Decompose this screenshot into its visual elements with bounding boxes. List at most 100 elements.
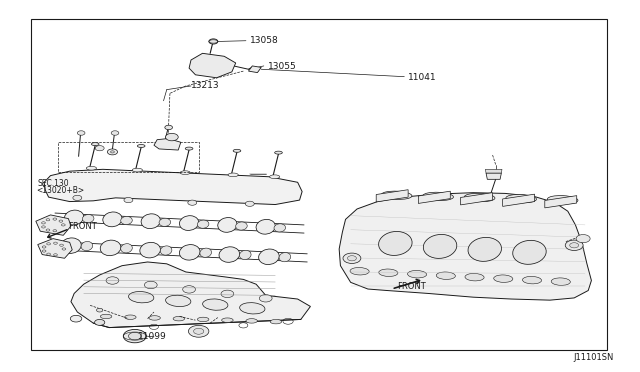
Ellipse shape	[270, 320, 282, 324]
Ellipse shape	[465, 193, 495, 202]
Polygon shape	[248, 66, 261, 73]
Ellipse shape	[219, 247, 239, 262]
Circle shape	[182, 286, 195, 293]
Ellipse shape	[279, 253, 291, 262]
Ellipse shape	[551, 278, 570, 285]
Ellipse shape	[493, 275, 513, 282]
Ellipse shape	[159, 218, 171, 227]
Ellipse shape	[381, 191, 412, 199]
Ellipse shape	[468, 237, 502, 262]
Circle shape	[124, 198, 133, 203]
Polygon shape	[502, 194, 534, 206]
Ellipse shape	[100, 240, 121, 256]
Circle shape	[42, 222, 45, 224]
Ellipse shape	[513, 240, 546, 264]
Text: J11101SN: J11101SN	[573, 353, 614, 362]
Ellipse shape	[100, 314, 112, 319]
Circle shape	[343, 253, 361, 263]
Ellipse shape	[256, 219, 275, 234]
Ellipse shape	[236, 222, 247, 230]
Circle shape	[59, 220, 63, 222]
Ellipse shape	[228, 173, 238, 177]
Circle shape	[47, 253, 51, 255]
Circle shape	[70, 315, 82, 322]
Circle shape	[188, 326, 209, 337]
Circle shape	[53, 230, 57, 232]
Circle shape	[53, 218, 57, 220]
Ellipse shape	[197, 220, 209, 228]
Polygon shape	[44, 169, 302, 205]
Circle shape	[108, 149, 118, 155]
Circle shape	[77, 131, 85, 135]
Circle shape	[60, 244, 63, 246]
Ellipse shape	[350, 267, 369, 275]
Ellipse shape	[185, 147, 193, 150]
Ellipse shape	[221, 318, 233, 323]
Polygon shape	[376, 190, 408, 202]
Ellipse shape	[436, 272, 456, 279]
Circle shape	[259, 295, 272, 302]
Circle shape	[145, 281, 157, 289]
Ellipse shape	[92, 142, 99, 145]
Circle shape	[111, 151, 115, 153]
Ellipse shape	[160, 246, 172, 255]
Ellipse shape	[129, 292, 154, 303]
Ellipse shape	[379, 231, 412, 256]
Circle shape	[165, 125, 173, 130]
Circle shape	[193, 328, 204, 334]
Ellipse shape	[141, 214, 161, 228]
Text: 11041: 11041	[408, 73, 436, 82]
Polygon shape	[154, 138, 180, 150]
Text: 13055: 13055	[268, 62, 296, 71]
Ellipse shape	[274, 224, 285, 232]
Ellipse shape	[423, 192, 453, 201]
Circle shape	[245, 201, 254, 206]
Ellipse shape	[269, 175, 280, 179]
Circle shape	[95, 320, 105, 326]
Ellipse shape	[233, 149, 241, 152]
Ellipse shape	[423, 234, 457, 259]
Ellipse shape	[203, 299, 228, 310]
Ellipse shape	[65, 210, 84, 225]
Ellipse shape	[239, 250, 251, 260]
Ellipse shape	[125, 315, 136, 320]
Polygon shape	[71, 262, 310, 328]
Text: FRONT: FRONT	[397, 282, 426, 291]
Polygon shape	[545, 196, 577, 208]
Ellipse shape	[86, 166, 97, 170]
Ellipse shape	[465, 273, 484, 281]
Circle shape	[73, 195, 82, 201]
Text: 11099: 11099	[138, 332, 167, 341]
Ellipse shape	[506, 195, 536, 203]
Ellipse shape	[522, 276, 541, 284]
Ellipse shape	[179, 244, 200, 260]
Circle shape	[188, 200, 196, 205]
Circle shape	[42, 226, 45, 228]
Ellipse shape	[180, 171, 190, 174]
Text: SEC.130: SEC.130	[38, 179, 69, 187]
Bar	[31, 19, 607, 350]
Ellipse shape	[259, 249, 279, 264]
Ellipse shape	[379, 269, 398, 276]
Circle shape	[221, 290, 234, 298]
Circle shape	[47, 243, 51, 245]
Circle shape	[124, 330, 147, 343]
Circle shape	[54, 254, 58, 256]
Ellipse shape	[140, 243, 161, 258]
Text: <13020+B>: <13020+B>	[36, 186, 84, 195]
Circle shape	[106, 277, 119, 284]
Ellipse shape	[149, 316, 161, 320]
Ellipse shape	[179, 216, 199, 230]
Circle shape	[111, 131, 119, 135]
Circle shape	[46, 229, 50, 231]
Polygon shape	[36, 215, 71, 235]
Polygon shape	[189, 53, 236, 78]
Ellipse shape	[132, 168, 143, 172]
Circle shape	[97, 308, 103, 312]
Ellipse shape	[138, 144, 145, 147]
Ellipse shape	[61, 238, 81, 253]
Circle shape	[42, 246, 46, 248]
Ellipse shape	[547, 196, 578, 204]
Text: 13213: 13213	[191, 81, 220, 90]
Polygon shape	[461, 193, 492, 205]
